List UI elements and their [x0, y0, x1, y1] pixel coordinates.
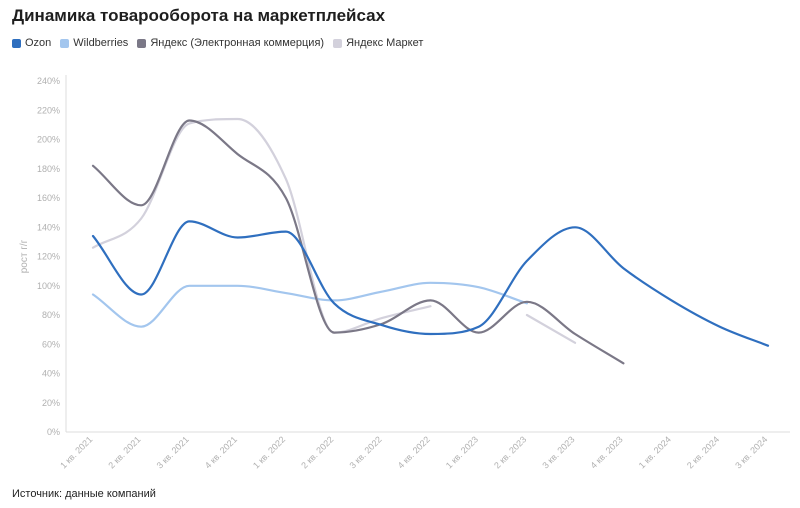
series-line-3	[91, 117, 432, 334]
y-axis-title: рост г/г	[19, 239, 30, 273]
y-tick-label: 80%	[42, 310, 60, 320]
legend-label-wildberries: Wildberries	[73, 37, 129, 49]
x-tick-label: 2 кв. 2023	[492, 434, 528, 470]
x-tick-label: 3 кв. 2022	[347, 434, 383, 470]
legend-swatch-yandex-market	[333, 38, 343, 48]
y-tick-label: 60%	[42, 339, 60, 349]
x-tick-label: 4 кв. 2021	[203, 434, 239, 470]
x-tick-label: 4 кв. 2022	[396, 434, 432, 470]
x-tick-label: 4 кв. 2023	[589, 434, 625, 470]
source-note: Источник: данные компаний	[12, 488, 156, 500]
legend-item-yandex-ecommerce[interactable]: Яндекс (Электронная коммерция)	[137, 37, 324, 49]
legend-swatch-wildberries	[60, 38, 70, 48]
legend-swatch-ozon	[12, 38, 21, 48]
y-tick-label: 20%	[42, 398, 60, 408]
series-group	[91, 117, 770, 365]
x-tick-label: 1 кв. 2022	[251, 434, 287, 470]
x-tick-label: 1 кв. 2023	[444, 434, 480, 470]
chart-title: Динамика товарооборота на маркетплейсах	[12, 6, 386, 25]
legend-item-ozon[interactable]: Ozon	[12, 37, 51, 49]
y-tick-label: 120%	[37, 252, 60, 262]
x-tick-label: 2 кв. 2022	[299, 434, 335, 470]
legend-swatch-yandex-ecommerce	[137, 38, 147, 48]
x-tick-label: 3 кв. 2024	[733, 434, 769, 470]
y-tick-label: 200%	[37, 135, 60, 145]
y-tick-label: 220%	[37, 105, 60, 115]
series-line-1	[91, 281, 528, 328]
series-line-2	[91, 119, 625, 365]
x-tick-label: 1 кв. 2021	[58, 434, 94, 470]
y-tick-label: 240%	[37, 76, 60, 86]
y-tick-label: 40%	[42, 369, 60, 379]
x-tick-label: 2 кв. 2021	[106, 434, 142, 470]
series-line-0	[91, 220, 770, 347]
y-tick-label: 140%	[37, 222, 60, 232]
x-tick-label: 1 кв. 2024	[637, 434, 673, 470]
legend-label-yandex-market: Яндекс Маркет	[346, 37, 424, 49]
y-tick-label: 160%	[37, 193, 60, 203]
x-tick-label: 2 кв. 2024	[685, 434, 721, 470]
y-tick-label: 180%	[37, 164, 60, 174]
tick-labels-group: 0% 20% 40% 60% 80% 100% 120% 140% 160% 180% 200% 22…	[19, 76, 769, 471]
legend-label-yandex-ecommerce: Яндекс (Электронная коммерция)	[150, 37, 325, 49]
legend-item-wildberries[interactable]: Wildberries	[60, 37, 128, 49]
series-line-3	[525, 313, 577, 344]
y-tick-label: 0%	[47, 427, 60, 437]
x-tick-label: 3 кв. 2023	[540, 434, 576, 470]
y-tick-label: 100%	[37, 281, 60, 291]
legend: Ozon Wildberries Яндекс (Электронная ком…	[12, 37, 432, 49]
axes-group	[65, 75, 790, 433]
legend-item-yandex-market[interactable]: Яндекс Маркет	[333, 37, 423, 49]
x-tick-label: 3 кв. 2021	[155, 434, 191, 470]
legend-label-ozon: Ozon	[25, 37, 52, 49]
